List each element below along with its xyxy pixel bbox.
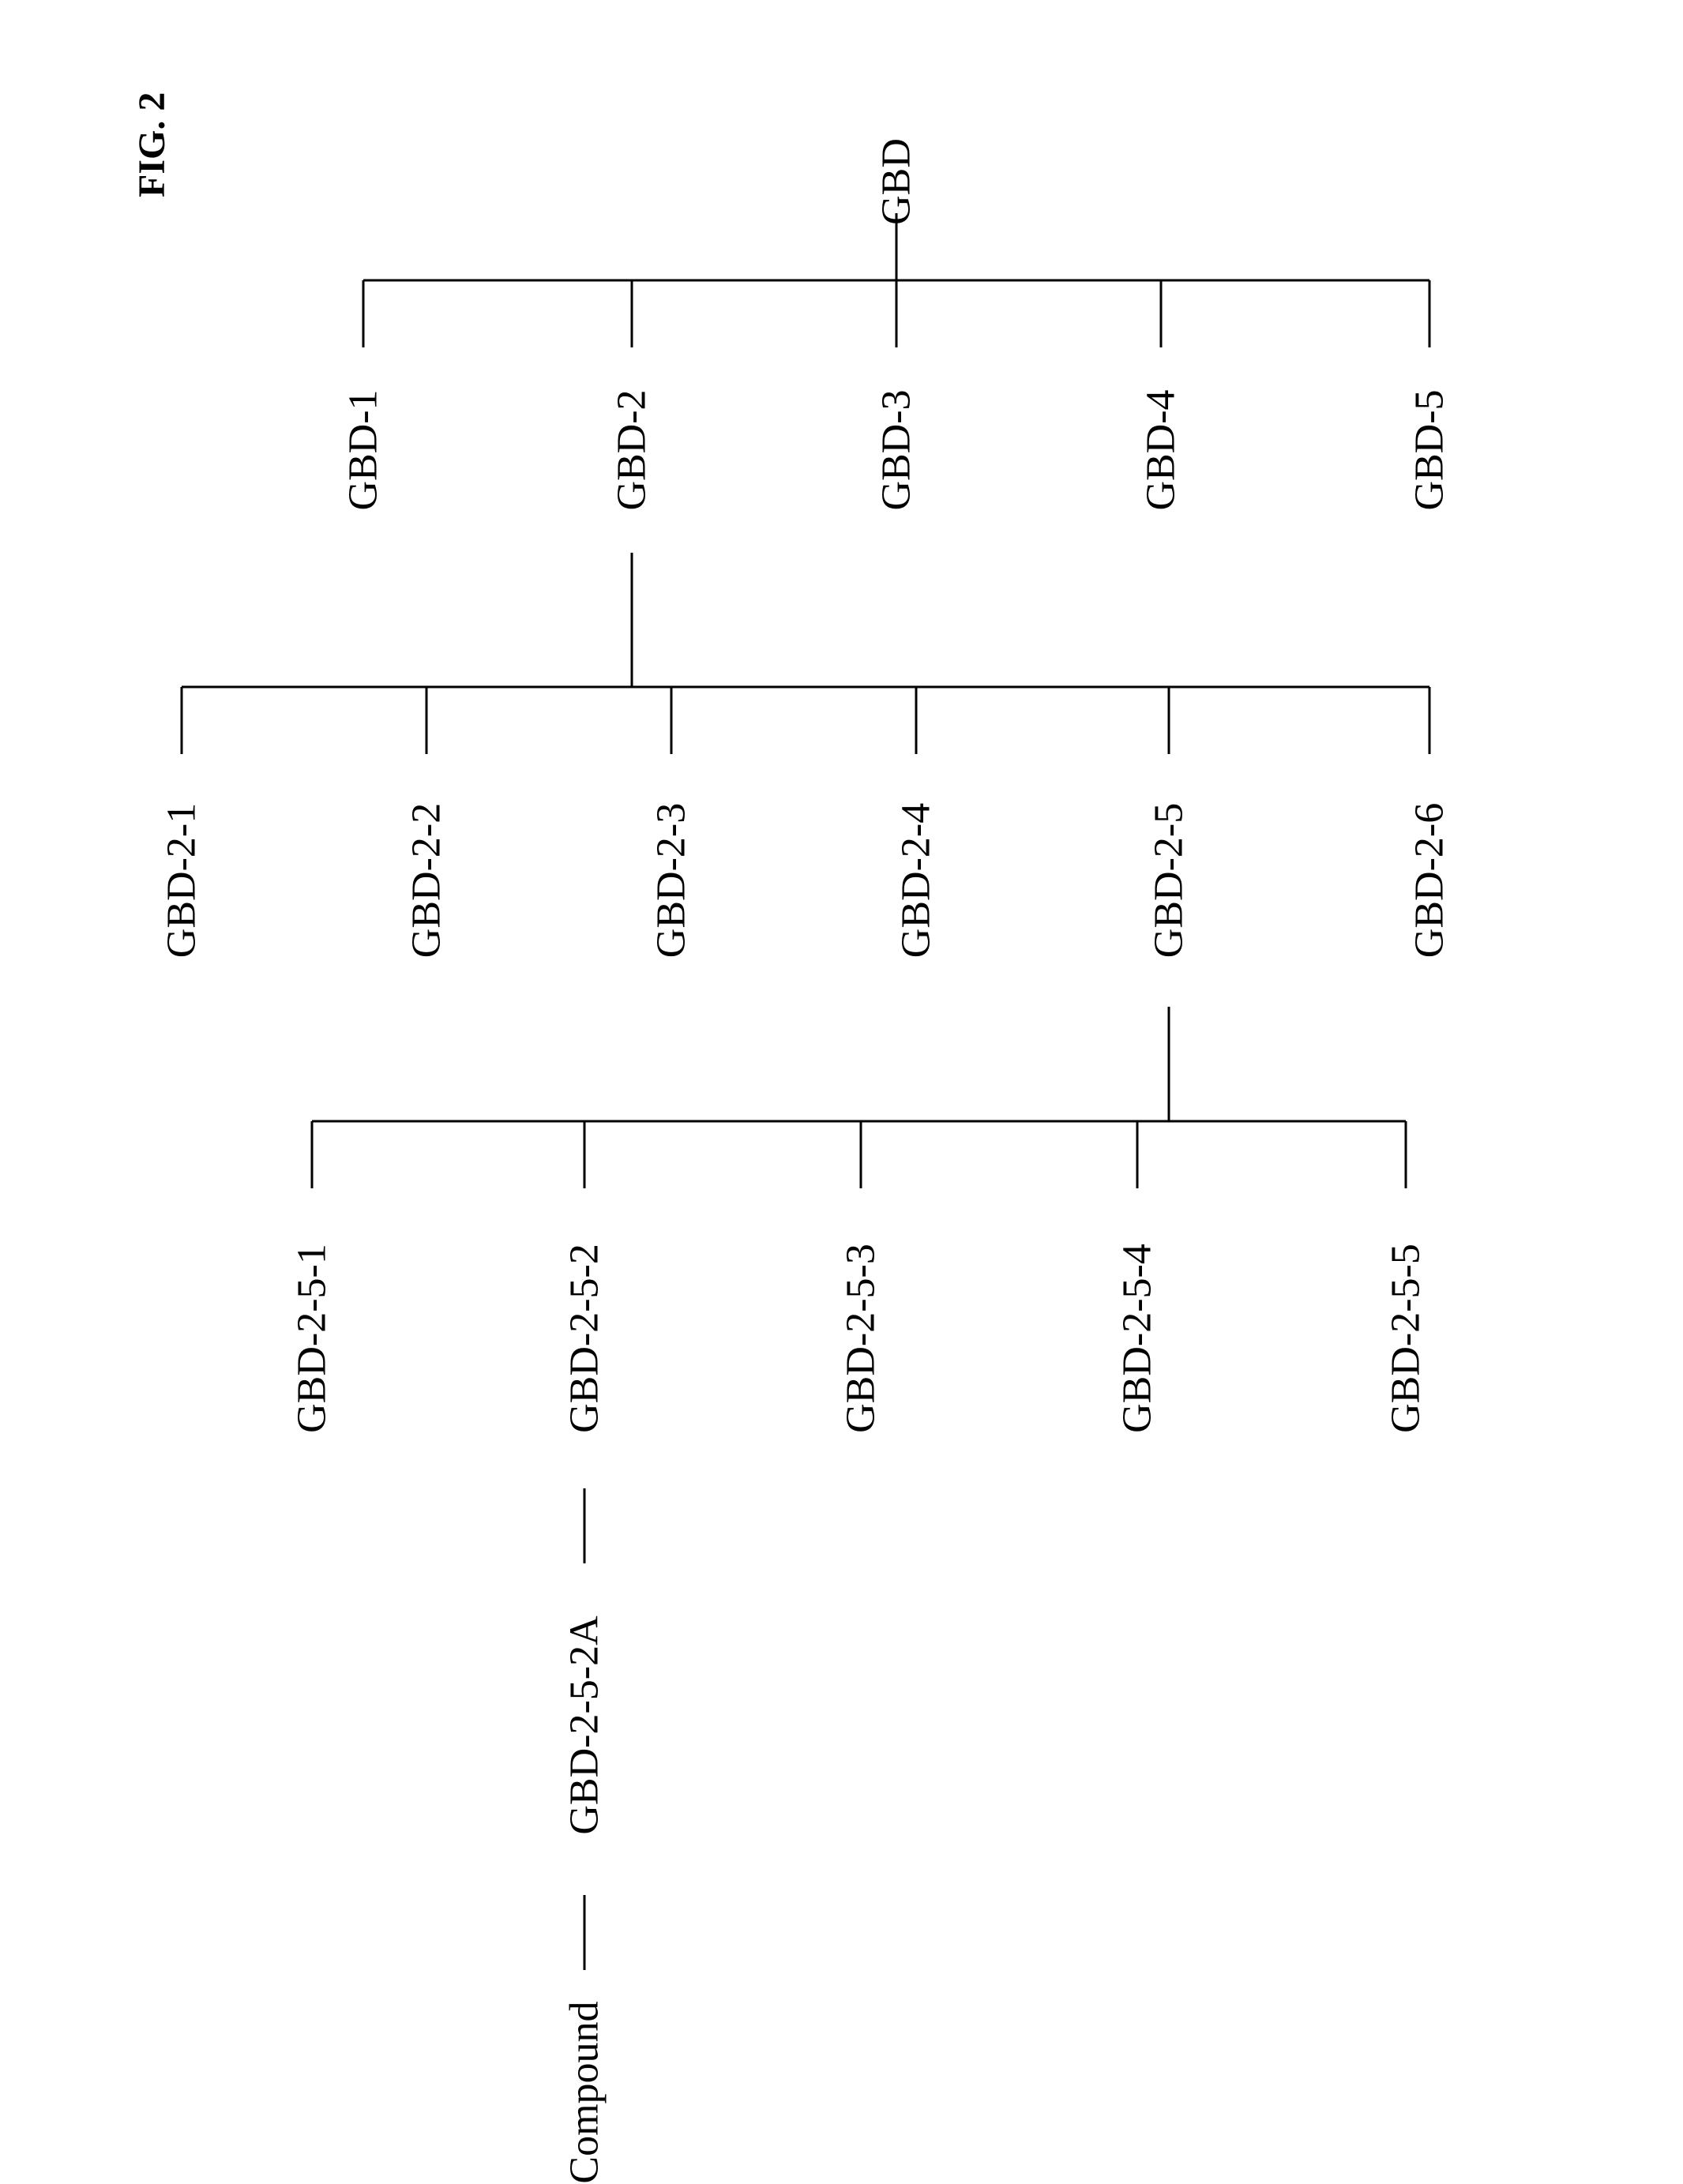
node-gbd-2-6: GBD-2-6: [1407, 803, 1453, 958]
node-gbd-3: GBD-3: [873, 389, 920, 510]
node-gbd-2-5: GBD-2-5: [1146, 803, 1193, 958]
node-gbd-2-5-2: GBD-2-5-2: [562, 1244, 608, 1433]
node-gbd-2-4: GBD-2-4: [893, 803, 940, 958]
level2-drops: [182, 687, 1429, 754]
node-gbd-2-5-1: GBD-2-5-1: [289, 1244, 336, 1433]
level1-drops: [363, 280, 1429, 347]
node-gbd-2: GBD-2: [609, 389, 656, 510]
node-gbd-2-3: GBD-2-3: [648, 803, 695, 958]
figure-label: FIG. 2: [130, 92, 174, 197]
node-gbd-2-5-3: GBD-2-5-3: [838, 1244, 885, 1433]
node-gbd-2-1: GBD-2-1: [159, 803, 205, 958]
level3-drops: [312, 1121, 1406, 1188]
node-gbd-2-5-2a: GBD-2-5-2A: [562, 1615, 608, 1834]
node-root: GBD: [873, 138, 920, 225]
node-compound: Compound: [562, 2001, 608, 2183]
node-gbd-5: GBD-5: [1407, 389, 1453, 510]
node-gbd-4: GBD-4: [1138, 389, 1185, 510]
node-gbd-2-5-5: GBD-2-5-5: [1383, 1244, 1429, 1433]
node-gbd-2-5-4: GBD-2-5-4: [1114, 1244, 1161, 1433]
tree-connectors: [0, 0, 1683, 2182]
node-gbd-2-2: GBD-2-2: [404, 803, 450, 958]
node-gbd-1: GBD-1: [340, 389, 387, 510]
